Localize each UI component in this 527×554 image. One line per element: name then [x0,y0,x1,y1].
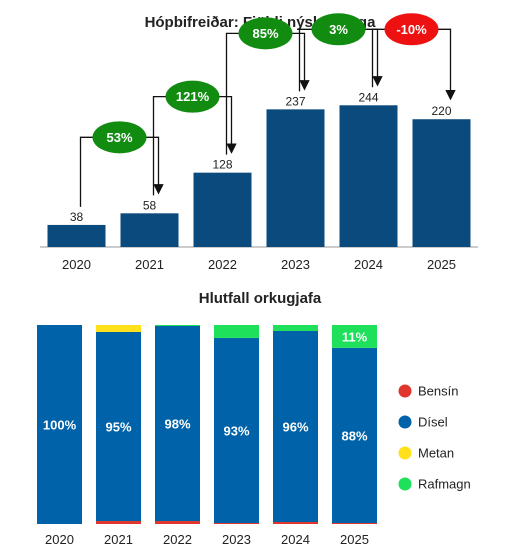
chart2-title: Hlutfall orkugjafa [199,290,322,307]
segment-rafmagn-2023 [214,325,259,338]
segment-dísel-2022 [155,325,200,522]
change-badge-2025 [384,13,439,46]
change-badge-label-2021: 53% [106,130,132,145]
change-badge-2022 [165,80,220,113]
data-label-rafmagn-2025: 11% [342,329,368,344]
segment-rafmagn-2025 [332,325,377,348]
segment-bensín-2025 [332,523,377,524]
x-tick-label-2022: 2022 [163,532,192,547]
bar-value-label-2023: 237 [285,94,305,108]
legend-marker-bensín [398,384,412,398]
data-label-dísel-2021: 95% [105,419,131,434]
change-badge-label-2023: 85% [252,26,278,41]
bar-2020 [47,224,106,247]
bar-2025 [412,119,471,247]
legend-marker-metan [398,446,412,460]
legend-label-dísel: Dísel [418,415,448,430]
x-tick-label-2020: 2020 [45,532,74,547]
x-tick-label-2023: 2023 [222,532,251,547]
segment-dísel-2023 [214,337,259,524]
segment-dísel-2020 [37,325,82,524]
legend-marker-rafmagn [398,477,412,491]
segment-dísel-2025 [332,347,377,524]
x-tick-label-2023: 2023 [281,257,310,272]
legend-label-bensín: Bensín [418,384,458,399]
change-badge-label-2024: 3% [329,22,348,37]
x-tick-label-2024: 2024 [354,257,383,272]
chart1-registrations: 38 2020 58 2021 128 2022 237 2023 244 2024 220 2025… [40,13,478,272]
data-label-dísel-2022: 98% [164,417,190,432]
segment-bensín-2022 [155,521,200,524]
bar-2024 [339,105,398,248]
segment-bensín-2021 [96,521,141,524]
x-tick-label-2021: 2021 [135,257,164,272]
x-tick-label-2022: 2022 [208,257,237,272]
x-tick-label-2025: 2025 [340,532,369,547]
change-badge-2024 [311,13,366,46]
segment-dísel-2024 [273,330,318,523]
chart2-legend: Bensín Dísel Metan Rafmagn [398,384,471,492]
x-tick-label-2020: 2020 [62,257,91,272]
segment-bensín-2023 [214,523,259,524]
bar-2023 [266,109,325,247]
segment-bensín-2024 [273,522,318,524]
bar-2021 [120,213,179,247]
bar-value-label-2021: 58 [143,198,157,212]
data-label-dísel-2025: 88% [341,428,367,443]
segment-metan-2021 [96,325,141,332]
segment-rafmagn-2024 [273,325,318,331]
segment-dísel-2021 [96,331,141,522]
x-tick-label-2025: 2025 [427,257,456,272]
change-badge-label-2022: 121% [176,89,210,104]
x-tick-label-2021: 2021 [104,532,133,547]
legend-marker-dísel [398,415,412,429]
x-tick-label-2024: 2024 [281,532,310,547]
data-label-dísel-2024: 96% [282,419,308,434]
segment-rafmagn-2022 [155,325,200,326]
chart2-fuel-share: 2020 2021 2022 2023 2024 2025 100% 95% 98% 93% 96%… [37,325,377,547]
change-badge-2021 [92,121,147,154]
change-badge-2023 [238,17,293,50]
bar-value-label-2022: 128 [212,158,232,172]
legend-label-metan: Metan [418,446,454,461]
bar-value-label-2025: 220 [431,104,451,118]
bar-2022 [193,172,252,247]
change-badge-label-2025: -10% [396,22,427,37]
bar-value-label-2024: 244 [358,90,378,104]
legend-label-rafmagn: Rafmagn [418,477,471,492]
bar-value-label-2020: 38 [70,210,84,224]
data-label-dísel-2023: 93% [223,423,249,438]
data-label-dísel-2020: 100% [43,418,77,433]
